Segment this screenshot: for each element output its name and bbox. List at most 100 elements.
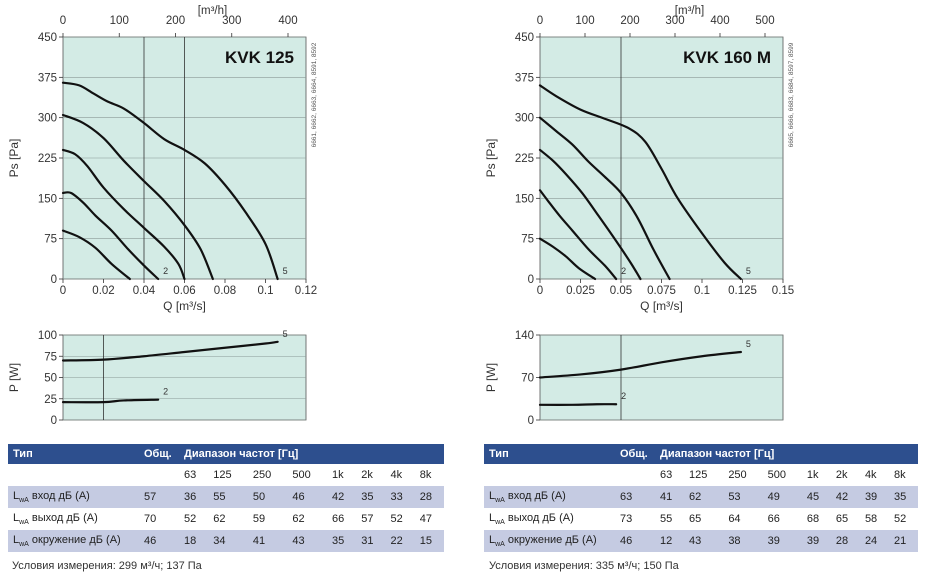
frequency-header: 63 bbox=[660, 469, 673, 481]
row-total: 70 bbox=[144, 513, 157, 525]
blank-cell bbox=[139, 464, 179, 486]
y-tick-label: 0 bbox=[51, 274, 57, 286]
header-type: Тип bbox=[484, 444, 615, 464]
table-row: LwA выход дБ (А) 73 55 65 64 66 68 65 58 52 bbox=[484, 508, 918, 530]
y-tick-label: 25 bbox=[44, 394, 57, 406]
row-value: 28 bbox=[830, 530, 860, 552]
frequency-header: 4k bbox=[390, 469, 403, 481]
series-label: 2 bbox=[163, 387, 168, 397]
x-tick-label: 0 bbox=[60, 285, 66, 297]
row-value: 42 bbox=[830, 486, 860, 508]
row-label-subscript: wA bbox=[19, 519, 29, 527]
series-curve-5 bbox=[538, 84, 742, 281]
top-tick-label: 0 bbox=[60, 15, 66, 27]
x-tick-label: 0.1 bbox=[258, 285, 274, 297]
row-label: LwA выход дБ (А) bbox=[13, 511, 98, 527]
row-value: 12 bbox=[655, 530, 685, 552]
series-label: 5 bbox=[746, 266, 751, 276]
row-value: 36 bbox=[179, 486, 209, 508]
noise-table-kvk125: Тип Общ. Диапазон частот [Гц] 63 125 250 500 1k… bbox=[8, 444, 444, 552]
table-header-row: Тип Общ. Диапазон частот [Гц] bbox=[8, 444, 444, 464]
blank-cell bbox=[484, 464, 615, 486]
row-value: 45 bbox=[801, 486, 831, 508]
series-curve-4 bbox=[538, 116, 671, 281]
row-label: LwA выход дБ (А) bbox=[489, 511, 574, 527]
y-axis-title: Ps [Pa] bbox=[484, 139, 498, 178]
series-curve-2 bbox=[61, 340, 279, 362]
row-value: 18 bbox=[179, 530, 209, 552]
y-tick-label: 225 bbox=[515, 153, 534, 165]
row-value: 39 bbox=[859, 486, 889, 508]
frequency-header: 125 bbox=[213, 469, 232, 481]
row-value: 33 bbox=[385, 486, 415, 508]
frequency-header: 2k bbox=[835, 469, 848, 481]
x-tick-label: 0.08 bbox=[214, 285, 236, 297]
frequency-header: 8k bbox=[893, 469, 906, 481]
y-tick-label: 0 bbox=[528, 415, 534, 427]
series-label: 2 bbox=[163, 266, 168, 276]
top-tick-label: 400 bbox=[278, 15, 297, 27]
top-axis-title: [m³/h] bbox=[675, 5, 704, 17]
top-tick-label: 200 bbox=[166, 15, 185, 27]
y-tick-label: 450 bbox=[38, 32, 57, 44]
x-tick-label: 0.075 bbox=[647, 285, 676, 297]
row-value: 65 bbox=[835, 513, 849, 525]
y-tick-label: 300 bbox=[515, 113, 534, 125]
blank-cell bbox=[8, 464, 139, 486]
y-axis-title: Ps [Pa] bbox=[7, 139, 21, 178]
x-axis-title: Q [m³/s] bbox=[163, 299, 206, 313]
x-tick-label: 0.02 bbox=[92, 285, 114, 297]
top-tick-label: 200 bbox=[620, 15, 639, 27]
row-value: 57 bbox=[361, 513, 374, 525]
series-label: 2 bbox=[621, 266, 626, 276]
y-tick-label: 150 bbox=[515, 193, 534, 205]
row-value: 49 bbox=[762, 486, 802, 508]
row-total: 63 bbox=[615, 486, 655, 508]
x-tick-label: 0.15 bbox=[772, 285, 794, 297]
top-tick-label: 300 bbox=[222, 15, 241, 27]
table-row: LwA вход дБ (А) 57 36 55 50 46 42 35 33 28 bbox=[8, 486, 444, 508]
blank-cell bbox=[615, 464, 655, 486]
series-curve-5 bbox=[61, 81, 279, 281]
frequency-header: 8k bbox=[419, 469, 432, 481]
row-value: 15 bbox=[414, 530, 444, 552]
row-label: LwA вход дБ (А) bbox=[484, 486, 615, 508]
row-value: 62 bbox=[292, 513, 305, 525]
header-total: Общ. bbox=[139, 444, 179, 464]
model-codes-note: 6661, 6662, 6663, 6664, 8591, 8592 bbox=[311, 42, 318, 147]
row-value: 66 bbox=[332, 513, 345, 525]
measurement-conditions: Условия измерения: 299 м³/ч; 137 Па bbox=[12, 560, 202, 572]
row-value: 35 bbox=[327, 530, 357, 552]
row-value: 59 bbox=[252, 513, 266, 525]
row-value: 62 bbox=[213, 513, 226, 525]
top-tick-label: 0 bbox=[537, 15, 543, 27]
measurement-conditions: Условия измерения: 335 м³/ч; 150 Па bbox=[489, 560, 679, 572]
series-curve-1 bbox=[538, 237, 597, 281]
top-tick-label: 400 bbox=[710, 15, 729, 27]
row-value: 42 bbox=[327, 486, 357, 508]
frequency-header: 63 bbox=[184, 469, 197, 481]
series-curve-3 bbox=[538, 148, 642, 281]
y-tick-label: 450 bbox=[515, 32, 534, 44]
header-type: Тип bbox=[8, 444, 139, 464]
series-curve-2 bbox=[61, 191, 160, 281]
header-frequency-range: Диапазон частот [Гц] bbox=[655, 444, 918, 464]
row-total: 46 bbox=[615, 530, 655, 552]
y-axis-title: P [W] bbox=[484, 363, 498, 392]
y-tick-label: 75 bbox=[521, 234, 534, 246]
row-value: 52 bbox=[390, 513, 403, 525]
frequency-header: 2k bbox=[361, 469, 373, 481]
row-value: 64 bbox=[728, 513, 741, 525]
x-tick-label: 0.12 bbox=[295, 285, 317, 297]
y-tick-label: 150 bbox=[38, 193, 57, 205]
y-tick-label: 225 bbox=[38, 153, 57, 165]
row-total: 46 bbox=[139, 530, 179, 552]
row-value: 35 bbox=[888, 486, 918, 508]
row-total: 57 bbox=[139, 486, 179, 508]
header-total: Общ. bbox=[615, 444, 655, 464]
row-value: 52 bbox=[184, 513, 197, 525]
row-value: 43 bbox=[684, 530, 724, 552]
row-value: 43 bbox=[287, 530, 328, 552]
series-curve-4 bbox=[61, 113, 214, 281]
frequency-header: 4k bbox=[864, 469, 877, 481]
